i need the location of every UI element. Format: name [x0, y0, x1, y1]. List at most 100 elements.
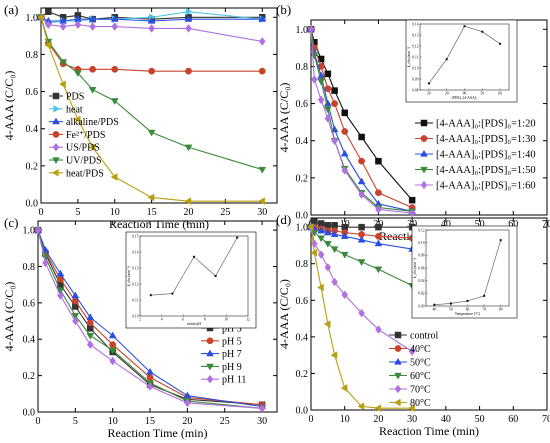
data-point: [109, 356, 117, 366]
x-tick-label: 25: [220, 416, 230, 427]
y-tick-label: 0.4: [23, 335, 36, 346]
inset-chart: 20 30 40 50 60 0.08 0.09 0.10 0.11 0.12 0.13 0.14 [P…: [405, 19, 518, 103]
y-tick-label: 0.4: [26, 124, 39, 135]
series-heat-pds: [36, 13, 265, 206]
plot-frame: [37, 220, 278, 413]
legend-entry: pH 3: [222, 324, 242, 335]
data-point: [88, 15, 97, 22]
y-tick-label: 0.8: [23, 262, 36, 273]
data-point: [341, 290, 349, 300]
inset-x-label: [PDS]₀:[4-AAA]₀: [452, 96, 478, 100]
data-point: [89, 22, 96, 31]
panel-label: (b): [276, 2, 291, 17]
inset-point: [449, 302, 452, 305]
legend-marker: [52, 157, 60, 165]
legend-entry: [4-AAA]₀:[PDS]₀=1:40: [436, 150, 536, 161]
inset-point: [463, 25, 466, 28]
legend-marker: [394, 331, 402, 339]
data-point: [71, 291, 80, 299]
legend-marker: [53, 104, 61, 113]
data-point: [331, 87, 338, 94]
y-tick-label: 0.2: [296, 173, 309, 184]
inset-frame-outer: [125, 231, 257, 329]
series-line: [310, 29, 413, 214]
data-point: [45, 8, 52, 15]
inset-y-label: k_obs (min⁻¹): [127, 265, 131, 286]
x-axis-label: Reaction Time (min): [379, 424, 479, 438]
inset-x-tick-label: 60: [466, 308, 470, 312]
inset-y-tick-label: 0.10: [132, 314, 138, 318]
inset-point: [171, 292, 174, 295]
inset-x-tick-label: 50: [481, 92, 485, 96]
inset-y-tick-label: 0.11: [412, 55, 418, 59]
legend-marker: [394, 357, 402, 365]
y-tick-label: 0.8: [26, 50, 39, 61]
inset-point: [445, 58, 448, 61]
legend-marker: [52, 92, 60, 100]
inset-point: [149, 294, 152, 297]
data-point: [340, 251, 349, 259]
data-point: [324, 114, 332, 123]
series-4-aaa-pds-1-50: [307, 26, 417, 216]
inset-x-tick-label: 20: [427, 92, 431, 96]
x-tick-label: 60: [508, 414, 518, 425]
x-tick-label: 20: [184, 207, 194, 218]
inset-y-tick-label: 0.06: [418, 266, 424, 270]
y-tick-label: 0.8: [296, 259, 309, 270]
data-point: [57, 291, 64, 300]
legend-marker: [206, 374, 214, 384]
series-line: [310, 227, 413, 409]
data-point: [258, 404, 266, 413]
legend-entry: PDS: [66, 92, 84, 103]
data-point: [357, 259, 366, 266]
data-point: [324, 85, 332, 93]
data-point: [330, 230, 339, 238]
data-point: [375, 205, 382, 214]
legend-entry: pH 9: [222, 362, 242, 373]
y-tick-label: 1.0: [23, 226, 36, 237]
inset-x-tick-label: 12: [246, 318, 250, 322]
data-point: [73, 115, 81, 124]
data-point: [258, 15, 267, 22]
inset-frame-outer: [411, 225, 518, 319]
data-point: [331, 136, 338, 146]
inset-x-tick-label: 4: [161, 318, 163, 322]
inset-y-tick-label: 0.12: [412, 44, 418, 48]
data-point: [357, 402, 365, 411]
legend-entry: 70°C: [410, 385, 431, 396]
data-point: [59, 22, 67, 31]
data-point: [341, 109, 348, 117]
x-tick-label: 60: [508, 219, 518, 230]
legend-entry: [4-AAA]₀:[PDS]₀=1:20: [436, 119, 536, 130]
plot-frame: [40, 7, 278, 204]
data-point: [340, 232, 349, 239]
inset-point: [499, 42, 502, 45]
y-axis-label: 4-AAA (C/C₀): [2, 282, 16, 352]
data-point: [146, 382, 154, 391]
x-tick-label: 30: [257, 416, 267, 427]
data-point: [146, 367, 154, 375]
inset-x-tick-label: 40: [433, 308, 437, 312]
data-point: [74, 20, 82, 30]
x-tick-label: 0: [309, 414, 314, 425]
data-point: [86, 332, 95, 340]
x-tick-label: 30: [257, 207, 267, 218]
data-point: [108, 331, 117, 339]
data-point: [357, 177, 366, 185]
legend-entry: pH 5: [222, 336, 242, 347]
legend-marker: [52, 117, 60, 125]
data-point: [306, 223, 314, 232]
x-axis-label: Reaction Time (min): [108, 426, 208, 440]
data-point: [375, 157, 382, 165]
data-point: [111, 22, 119, 31]
data-point: [86, 340, 94, 350]
legend-entry: 50°C: [410, 358, 431, 369]
y-tick-label: 0.0: [23, 408, 36, 419]
data-point: [317, 283, 324, 292]
data-point: [110, 98, 119, 105]
data-point: [323, 228, 332, 236]
y-tick-label: 0.6: [296, 296, 309, 307]
legend-entry: [4-AAA]₀:[PDS]₀=1:60: [436, 181, 536, 192]
y-tick-label: 0.0: [296, 211, 309, 222]
